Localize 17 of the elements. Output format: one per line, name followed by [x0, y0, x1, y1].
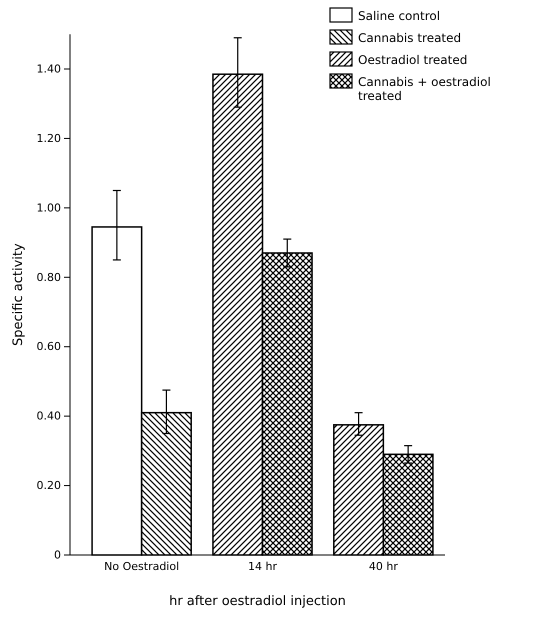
x-tick-label: 14 hr [248, 560, 278, 574]
y-tick-label: 1.00 [36, 201, 61, 214]
legend-label: Saline control [358, 9, 440, 23]
legend-label: Cannabis treated [358, 31, 462, 45]
y-tick-label: 0.20 [36, 479, 61, 492]
x-tick-label: No Oestradiol [104, 560, 180, 574]
legend-label: Cannabis + oestradiol treated [358, 75, 491, 103]
y-tick-label: 1.40 [36, 62, 61, 76]
y-tick-label: 0.60 [36, 340, 61, 354]
x-tick-label: 40 hr [368, 560, 398, 574]
y-axis-title: Specific activity [11, 243, 26, 346]
y-tick-label: 0.40 [36, 410, 61, 423]
legend-label: Oestradiol treated [358, 53, 468, 67]
x-axis-title: hr after oestradiol injection [169, 594, 346, 609]
y-tick-label: 1.20 [36, 132, 61, 145]
y-tick-label: 0 [54, 548, 61, 562]
y-tick-label: 0.80 [36, 270, 61, 284]
